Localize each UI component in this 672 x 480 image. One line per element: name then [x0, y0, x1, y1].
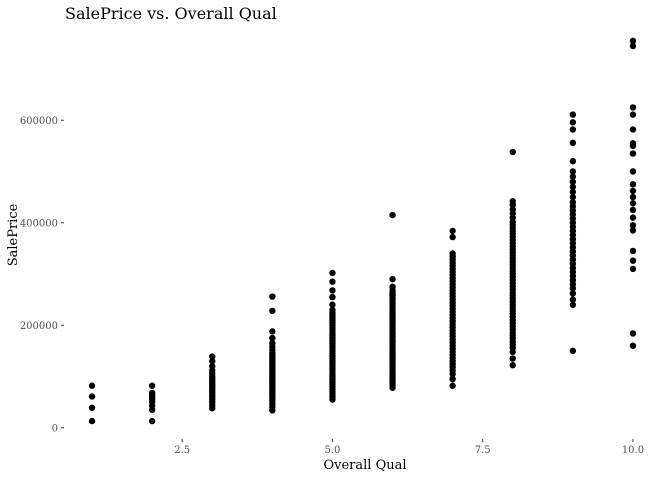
data-point: [569, 119, 577, 126]
data-point: [569, 188, 577, 196]
data-point: [629, 193, 637, 201]
y-tick-label: 400000: [20, 218, 58, 229]
x-axis: 2.5 5.0 7.5 10.0: [174, 439, 644, 456]
data-point: [569, 199, 577, 206]
data-point: [148, 389, 156, 397]
data-point: [389, 211, 396, 219]
data-point: [329, 278, 336, 285]
data-point: [569, 173, 577, 180]
data-point: [629, 342, 637, 349]
data-point: [629, 222, 637, 229]
data-point: [629, 181, 637, 188]
data-point: [509, 148, 516, 156]
x-tick-label: 5.0: [324, 445, 340, 456]
data-point: [509, 362, 516, 369]
data-point: [629, 150, 637, 157]
data-point: [629, 214, 637, 221]
data-point: [629, 227, 637, 234]
data-point: [629, 187, 637, 195]
data-point: [269, 339, 276, 347]
y-tick-label: 0: [52, 423, 58, 434]
data-point: [329, 269, 336, 277]
data-point: [569, 158, 577, 165]
data-point: [269, 328, 276, 335]
data-point: [389, 283, 396, 291]
data-point: [569, 126, 577, 133]
data-point: [509, 206, 516, 213]
data-point: [629, 265, 637, 273]
data-point: [629, 330, 637, 337]
data-point: [88, 393, 96, 400]
data-point: [88, 417, 96, 425]
x-tick-label: 2.5: [174, 445, 190, 456]
data-point: [389, 275, 396, 283]
data-point: [449, 382, 456, 389]
data-point: [449, 233, 456, 241]
data-point: [629, 247, 637, 255]
data-point: [569, 111, 577, 118]
data-point: [569, 296, 577, 303]
data-point: [329, 287, 336, 294]
data-point: [569, 178, 577, 185]
data-point: [569, 193, 577, 201]
y-axis: 0 200000 400000 600000: [20, 116, 64, 434]
y-tick-label: 600000: [20, 116, 58, 127]
data-point: [449, 227, 456, 235]
data-point: [329, 301, 336, 308]
data-point: [569, 168, 577, 175]
data-point: [269, 334, 276, 342]
x-tick-label: 10.0: [622, 445, 644, 456]
data-point: [569, 301, 577, 308]
data-point: [449, 250, 456, 257]
data-point: [629, 42, 637, 50]
data-point: [269, 307, 276, 315]
data-point: [88, 404, 96, 411]
data-point: [569, 290, 577, 297]
data-point: [569, 347, 577, 355]
data-point: [209, 363, 216, 370]
data-point: [509, 198, 516, 205]
data-point: [629, 168, 637, 175]
data-point: [329, 306, 336, 314]
data-point: [329, 293, 336, 301]
data-point: [629, 200, 637, 207]
data-point: [629, 257, 637, 264]
data-point: [209, 353, 216, 360]
y-axis-title: SalePrice: [6, 203, 21, 266]
chart-title: SalePrice vs. Overall Qual: [65, 4, 277, 23]
data-point: [269, 293, 276, 300]
data-point: [629, 37, 637, 45]
data-point: [629, 206, 637, 214]
data-points: [88, 37, 637, 425]
y-tick-label: 200000: [20, 321, 58, 332]
data-point: [148, 382, 156, 389]
data-point: [569, 183, 577, 191]
data-point: [629, 104, 637, 111]
x-tick-label: 7.5: [475, 445, 491, 456]
data-point: [629, 140, 637, 147]
x-axis-title: Overall Qual: [323, 458, 406, 473]
data-point: [88, 382, 96, 389]
data-point: [629, 126, 637, 133]
data-point: [629, 111, 637, 118]
data-point: [569, 139, 577, 146]
data-point: [449, 375, 456, 383]
data-point: [509, 355, 516, 362]
data-point: [209, 357, 216, 365]
data-point: [148, 417, 156, 425]
